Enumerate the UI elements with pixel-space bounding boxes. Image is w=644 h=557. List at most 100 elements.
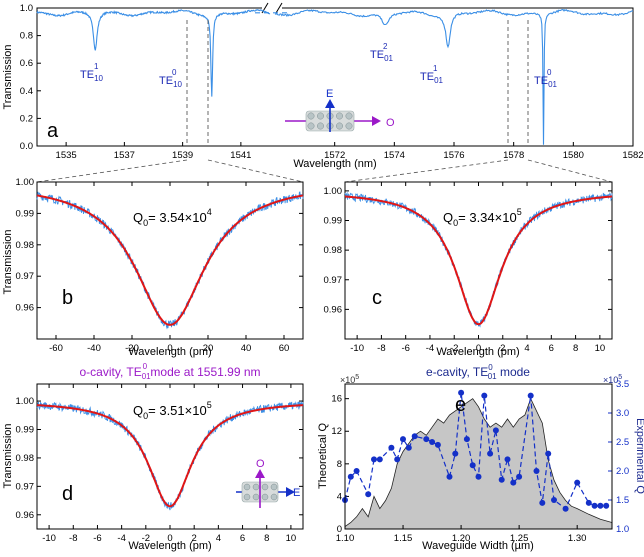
panel-e-frame-top <box>344 383 613 530</box>
y-tick-label: 0.0 <box>20 141 33 152</box>
panel-d-ylabel: Transmission <box>2 424 14 489</box>
x-tick-label: -10 <box>42 533 56 544</box>
zoom-line-b-right <box>207 159 304 183</box>
mode-label-te01-1: TE01 1 <box>420 64 444 85</box>
y2-tick-label: 1.0 <box>616 524 629 535</box>
mode-label-te01-2: TE01 2 <box>370 42 394 63</box>
o-arrow-head <box>372 116 381 126</box>
x-tick-label: -8 <box>377 343 385 354</box>
panel-e-experimental <box>342 389 610 512</box>
x-tick-label: -20 <box>125 343 139 354</box>
experimental-q-point <box>463 436 470 443</box>
measured-trace <box>36 191 304 330</box>
e-arrow-head <box>325 99 335 108</box>
experimental-q-point <box>539 499 546 506</box>
experimental-q-point <box>452 450 459 457</box>
experimental-q-point <box>429 439 436 445</box>
mode-label-te10-0: TE10 0 <box>159 68 183 89</box>
lorentzian-fit-line <box>345 195 612 326</box>
panel-d: o-cavity, TE010 mode at 1551.99 nm -10 -8… <box>2 362 304 552</box>
experimental-q-point <box>371 456 377 463</box>
y-tick-label: 0.99 <box>324 216 343 227</box>
y-tick-label: 0.97 <box>324 275 343 286</box>
x-tick-label: 1539 <box>172 150 193 161</box>
panel-b-xlabel: Wavelength (pm) <box>128 346 211 358</box>
lorentzian-fit-line <box>37 404 303 508</box>
svg-text:TE10: TE10 <box>80 69 104 83</box>
waveguide-hole <box>317 122 324 130</box>
mode-label-te10-1: TE10 1 <box>80 62 104 83</box>
o-axis-label-d: O <box>256 458 265 470</box>
y-tick-label: 1.00 <box>324 186 343 197</box>
panel-e-ticks: 1.10 1.15 1.20 1.25 1.30 0 4 8 12 16 1.0 1.5 2.0 2.5 3… <box>331 379 629 544</box>
panel-a-y-ticks: 0.0 0.2 0.4 0.6 0.8 1.0 <box>20 3 41 152</box>
y2-tick-label: 2.0 <box>616 466 629 477</box>
y-tick-label: 12 <box>331 426 342 437</box>
panel-b-curves <box>36 191 304 330</box>
panel-e-xlabel: Waveguide Width (µm) <box>422 540 534 552</box>
experimental-q-point <box>591 502 598 509</box>
experimental-q-point <box>585 499 592 506</box>
svg-text:TE01: TE01 <box>420 71 444 85</box>
experimental-q-point <box>388 444 395 451</box>
x-tick-label: 8 <box>264 533 269 544</box>
x-tick-label: 1580 <box>563 150 584 161</box>
o-arrow-head-d <box>255 469 265 478</box>
x-tick-label: -8 <box>69 533 77 544</box>
experimental-q-point <box>516 473 523 480</box>
panel-c-frame <box>344 181 613 340</box>
lorentzian-fit-line <box>36 194 304 326</box>
x-tick-label: -6 <box>93 533 101 544</box>
e-axis-label: E <box>326 88 333 100</box>
x-tick-label: 1.25 <box>510 533 529 544</box>
x-tick-label: 10 <box>595 343 606 354</box>
experimental-q-point <box>603 502 610 509</box>
y-tick-label: 0.99 <box>16 208 35 219</box>
axis-break-mark-right <box>275 2 283 14</box>
y-tick-label: 1.0 <box>20 3 33 14</box>
y-tick-label: 0.96 <box>324 304 343 315</box>
x-tick-label: -10 <box>350 343 364 354</box>
x-tick-label: 1541 <box>230 150 251 161</box>
panel-a: 0.00.20.40.60.81.0 1535 1537 1539 1541 1572 1… <box>2 2 644 183</box>
theoretical-q-area <box>344 397 613 530</box>
experimental-q-point <box>487 450 494 457</box>
mode-label-te01-0: TE01 0 <box>534 68 558 89</box>
experimental-q-point <box>545 450 552 457</box>
y-tick-label: 0.8 <box>20 31 33 42</box>
x-tick-label: -2 <box>142 533 150 544</box>
y2-tick-label: 2.5 <box>616 437 629 448</box>
panel-letter-d: d <box>62 483 73 505</box>
experimental-q-point <box>347 473 354 480</box>
y-tick-label: 0.96 <box>16 510 35 521</box>
y-tick-label: 0 <box>337 524 342 535</box>
x-tick-label: 1537 <box>114 150 135 161</box>
axis-break-gap <box>262 2 282 12</box>
svg-text:1: 1 <box>433 64 438 73</box>
svg-text:TE01: TE01 <box>534 75 558 89</box>
y-tick-label: 0.99 <box>16 424 35 435</box>
y-tick-label: 16 <box>331 394 342 405</box>
x-tick-label: 6 <box>240 533 245 544</box>
x-tick-label: 20 <box>203 343 214 354</box>
waveguide-hole <box>345 122 353 130</box>
experimental-q-point <box>434 441 441 448</box>
experimental-q-point <box>492 427 499 434</box>
waveguide-hole <box>243 493 251 501</box>
y-tick-label: 0.4 <box>20 86 33 97</box>
e-arrow-head-d <box>286 487 295 497</box>
x-tick-label: 2 <box>500 343 505 354</box>
panel-a-spectrum <box>36 9 634 145</box>
panel-a-xlabel: Wavelength (nm) <box>293 158 376 170</box>
y2-tick-label: 1.5 <box>616 495 629 506</box>
x-tick-label: 1535 <box>56 150 77 161</box>
x-tick-label: -4 <box>117 533 125 544</box>
inset-waveguide-a: O E <box>285 88 395 132</box>
panel-d-ticks: -10 -8 -6 -4 -2 0 2 4 6 8 10 0.96 0.97 0.98 0.99 1.00 <box>16 384 303 544</box>
experimental-q-point <box>510 479 517 486</box>
x-tick-label: -4 <box>426 343 434 354</box>
transmission-trace-segment <box>274 9 634 145</box>
experimental-q-point <box>469 462 476 469</box>
experimental-q-point <box>551 497 557 503</box>
